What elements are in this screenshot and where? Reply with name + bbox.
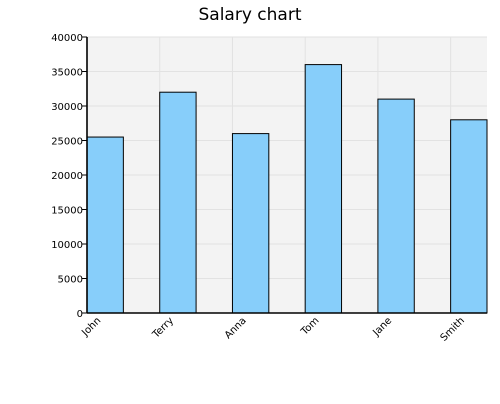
y-tick-label: 0 xyxy=(77,309,83,320)
bar-smith xyxy=(450,119,488,314)
chart-title: Salary chart xyxy=(199,5,302,25)
x-tick-label: Jane xyxy=(370,315,394,339)
x-tick-label: Tom xyxy=(299,315,322,338)
y-tick-label: 10000 xyxy=(51,240,83,251)
y-tick-label: 20000 xyxy=(51,171,83,182)
y-tick-label: 35000 xyxy=(51,68,83,79)
y-tick-label: 25000 xyxy=(51,137,83,148)
y-tick-label: 30000 xyxy=(51,102,83,113)
y-tick-label: 40000 xyxy=(51,33,83,44)
y-axis-ticks: 0 5000 10000 15000 20000 25000 30000 35000 40000 xyxy=(51,33,87,320)
y-tick-label: 15000 xyxy=(51,206,83,217)
y-tick-label: 5000 xyxy=(58,275,83,286)
bar-terry xyxy=(159,91,197,314)
bars xyxy=(86,64,488,314)
x-axis-ticks: John Terry Anna Tom Jane Smith xyxy=(79,315,467,343)
bar-anna xyxy=(231,133,270,314)
x-tick-label: John xyxy=(79,315,103,339)
x-tick-label: Terry xyxy=(150,315,176,341)
x-tick-label: Anna xyxy=(223,315,249,341)
x-tick-label: Smith xyxy=(439,315,467,343)
bar-john xyxy=(86,136,124,314)
bar-tom xyxy=(304,64,343,314)
bar-jane xyxy=(377,98,415,314)
